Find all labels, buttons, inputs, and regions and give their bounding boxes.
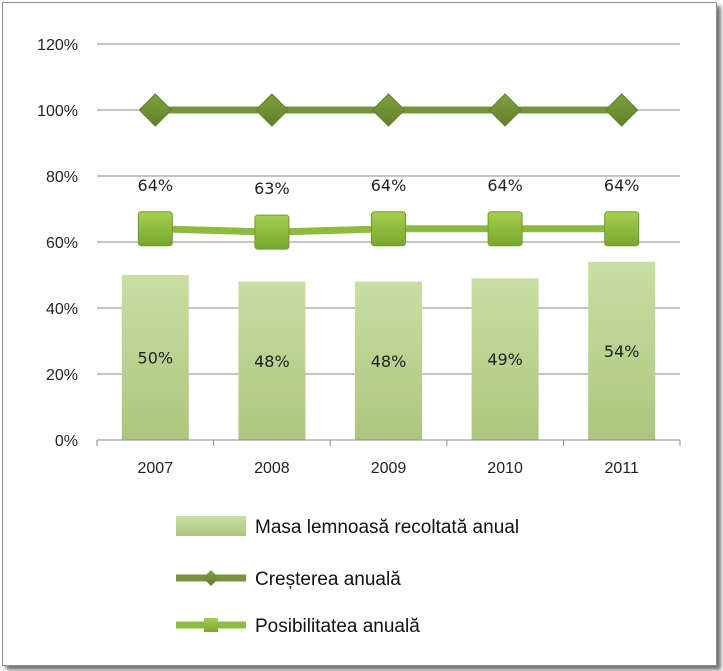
- growth-point: [255, 93, 289, 127]
- legend-label-bars: Masa lemnoasă recoltată anual: [255, 517, 519, 538]
- x-tick-label: 2008: [254, 460, 290, 477]
- growth-point: [488, 93, 522, 127]
- bar-data-label: 48%: [371, 352, 407, 371]
- possibility-data-label: 64%: [487, 176, 523, 195]
- legend-label-possibility: Posibilitatea anuală: [255, 616, 420, 637]
- x-tick-label: 2011: [604, 460, 639, 477]
- growth-point: [138, 93, 173, 127]
- bar-series: 50% 48% 48% 49% 54%: [121, 261, 656, 440]
- y-tick-label: 60%: [46, 235, 78, 252]
- possibility-point: [604, 211, 640, 247]
- bar-data-label: 54%: [604, 342, 640, 361]
- bar: [471, 278, 539, 440]
- legend-label-growth: Creșterea anuală: [255, 569, 401, 590]
- bar: [238, 281, 306, 440]
- y-tick-label: 0%: [55, 433, 78, 450]
- possibility-data-label: 63%: [254, 179, 290, 198]
- line-series: 64% 63% 64% 64% 64%: [137, 93, 640, 250]
- y-tick-label: 40%: [46, 301, 78, 318]
- growth-point: [604, 93, 639, 127]
- legend: Masa lemnoasă recoltată anual Creșterea a…: [176, 516, 519, 637]
- legend-marker-possibility: [204, 618, 218, 632]
- x-tick-label: 2009: [371, 460, 407, 477]
- legend-swatch-bars: [176, 516, 246, 536]
- y-tick-label: 120%: [37, 37, 78, 54]
- legend-marker-growth: [203, 570, 219, 586]
- bar-data-label: 50%: [138, 349, 174, 368]
- possibility-point: [137, 211, 173, 247]
- y-tick-label: 100%: [37, 103, 78, 120]
- x-tick-label: 2010: [487, 460, 523, 477]
- bar-data-label: 48%: [254, 352, 290, 371]
- possibility-data-label: 64%: [604, 176, 640, 195]
- possibility-data-label: 64%: [138, 176, 174, 195]
- possibility-data-label: 64%: [371, 176, 407, 195]
- possibility-point: [254, 214, 290, 250]
- possibility-point: [487, 211, 523, 247]
- bar-data-label: 49%: [487, 350, 523, 369]
- x-axis: 2007 2008 2009 2010 2011: [96, 439, 681, 477]
- y-tick-label: 20%: [46, 367, 78, 384]
- y-tick-label: 80%: [46, 169, 78, 186]
- x-tick-label: 2007: [138, 460, 174, 477]
- bar: [121, 275, 189, 440]
- growth-point: [371, 93, 406, 127]
- possibility-point: [371, 211, 406, 247]
- bar: [588, 261, 656, 440]
- bar: [355, 281, 422, 440]
- y-axis: 0% 20% 40% 60% 80% 100% 120%: [37, 37, 78, 450]
